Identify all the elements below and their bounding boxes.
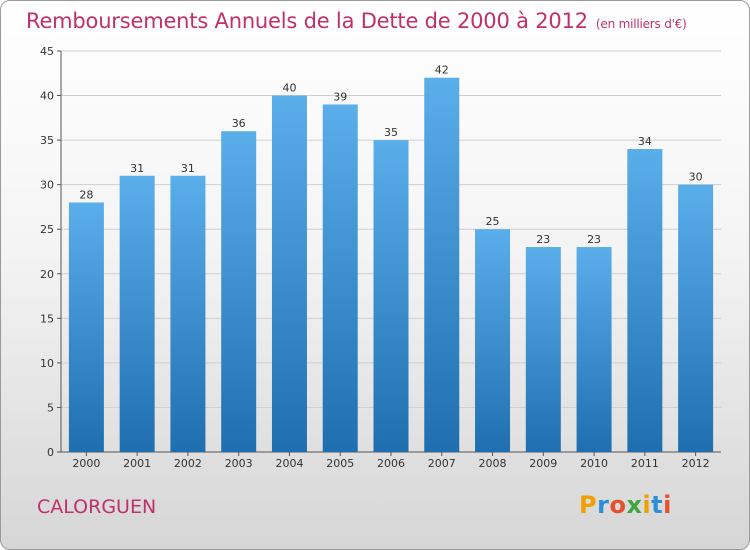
bars [68, 77, 714, 453]
value-label-2007: 42 [435, 64, 449, 77]
y-tick-label: 45 [40, 45, 54, 58]
x-tick-label-2004: 2004 [275, 457, 303, 470]
bar-2006 [373, 140, 409, 452]
x-tick-label-2008: 2008 [479, 457, 507, 470]
chart-title: Remboursements Annuels de la Dette de 20… [26, 9, 687, 33]
bar-2005 [322, 104, 358, 452]
y-tick-label: 20 [40, 268, 54, 281]
bar-2004 [271, 95, 307, 453]
bar-2009 [525, 247, 561, 452]
x-tick-label-2009: 2009 [529, 457, 557, 470]
title-text: Remboursements Annuels de la Dette de 20… [26, 9, 588, 33]
x-tick-label-2005: 2005 [326, 457, 354, 470]
value-label-2002: 31 [181, 162, 195, 175]
bar-2000 [68, 202, 104, 452]
unit-label: (en milliers d'€) [595, 17, 687, 31]
y-tick-label: 25 [40, 223, 54, 236]
y-tick-label: 15 [40, 312, 54, 325]
bar-2008 [475, 229, 511, 452]
value-label-2009: 23 [536, 233, 550, 246]
bar-2012 [678, 184, 714, 452]
value-label-2005: 39 [333, 90, 347, 103]
bar-2001 [119, 175, 155, 452]
x-tick-label-2002: 2002 [174, 457, 202, 470]
x-tick-label-2012: 2012 [682, 457, 710, 470]
y-tick-label: 35 [40, 134, 54, 147]
value-label-2008: 25 [486, 215, 500, 228]
labels: 0 5 10 15 20 25 30 35 40 45 28 2000 31 2001 31 2002 36 20… [40, 45, 710, 470]
value-label-2003: 36 [232, 117, 246, 130]
value-label-2000: 28 [79, 188, 93, 201]
bar-2010 [576, 247, 612, 452]
y-tick-label: 5 [47, 401, 54, 414]
x-tick-label-2003: 2003 [225, 457, 253, 470]
bar-2003 [221, 131, 257, 452]
value-label-2006: 35 [384, 126, 398, 139]
x-tick-label-2001: 2001 [123, 457, 151, 470]
y-tick-label: 40 [40, 90, 54, 103]
y-tick-label: 30 [40, 179, 54, 192]
value-label-2004: 40 [282, 82, 296, 95]
bar-2002 [170, 175, 206, 452]
x-tick-label-2007: 2007 [428, 457, 456, 470]
bar-2007 [424, 77, 460, 452]
value-label-2001: 31 [130, 162, 144, 175]
x-tick-label-2006: 2006 [377, 457, 405, 470]
commune-name: CALORGUEN [37, 496, 157, 518]
y-tick-label: 10 [40, 357, 54, 370]
proxiti-logo: Proxiti [579, 491, 672, 519]
value-label-2010: 23 [587, 233, 601, 246]
value-label-2012: 30 [689, 171, 703, 184]
x-tick-label-2011: 2011 [631, 457, 659, 470]
bar-2011 [627, 149, 663, 452]
value-label-2011: 34 [638, 135, 652, 148]
x-tick-label-2010: 2010 [580, 457, 608, 470]
x-tick-label-2000: 2000 [72, 457, 100, 470]
y-tick-label: 0 [47, 446, 54, 459]
